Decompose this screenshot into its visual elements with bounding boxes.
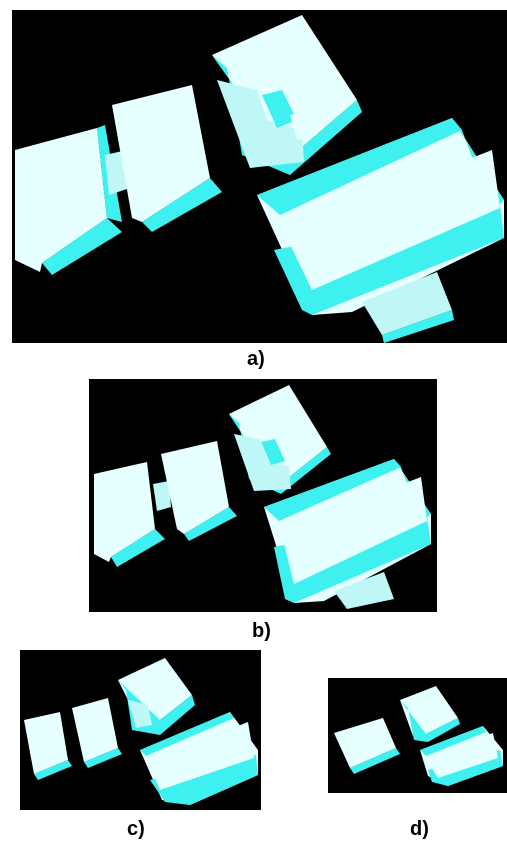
building-render-d — [334, 686, 503, 786]
render-panel-d — [328, 678, 507, 793]
render-panel-b — [89, 379, 437, 612]
building-render-a — [15, 15, 504, 343]
building-render-b — [94, 385, 431, 609]
render-panel-a — [12, 10, 507, 343]
panel-caption-c: c) — [127, 818, 145, 840]
building-render-c — [24, 658, 258, 805]
render-panel-c — [20, 650, 261, 810]
panel-caption-a: a) — [247, 348, 265, 370]
panel-caption-d: d) — [410, 818, 429, 840]
panel-caption-b: b) — [252, 620, 271, 642]
